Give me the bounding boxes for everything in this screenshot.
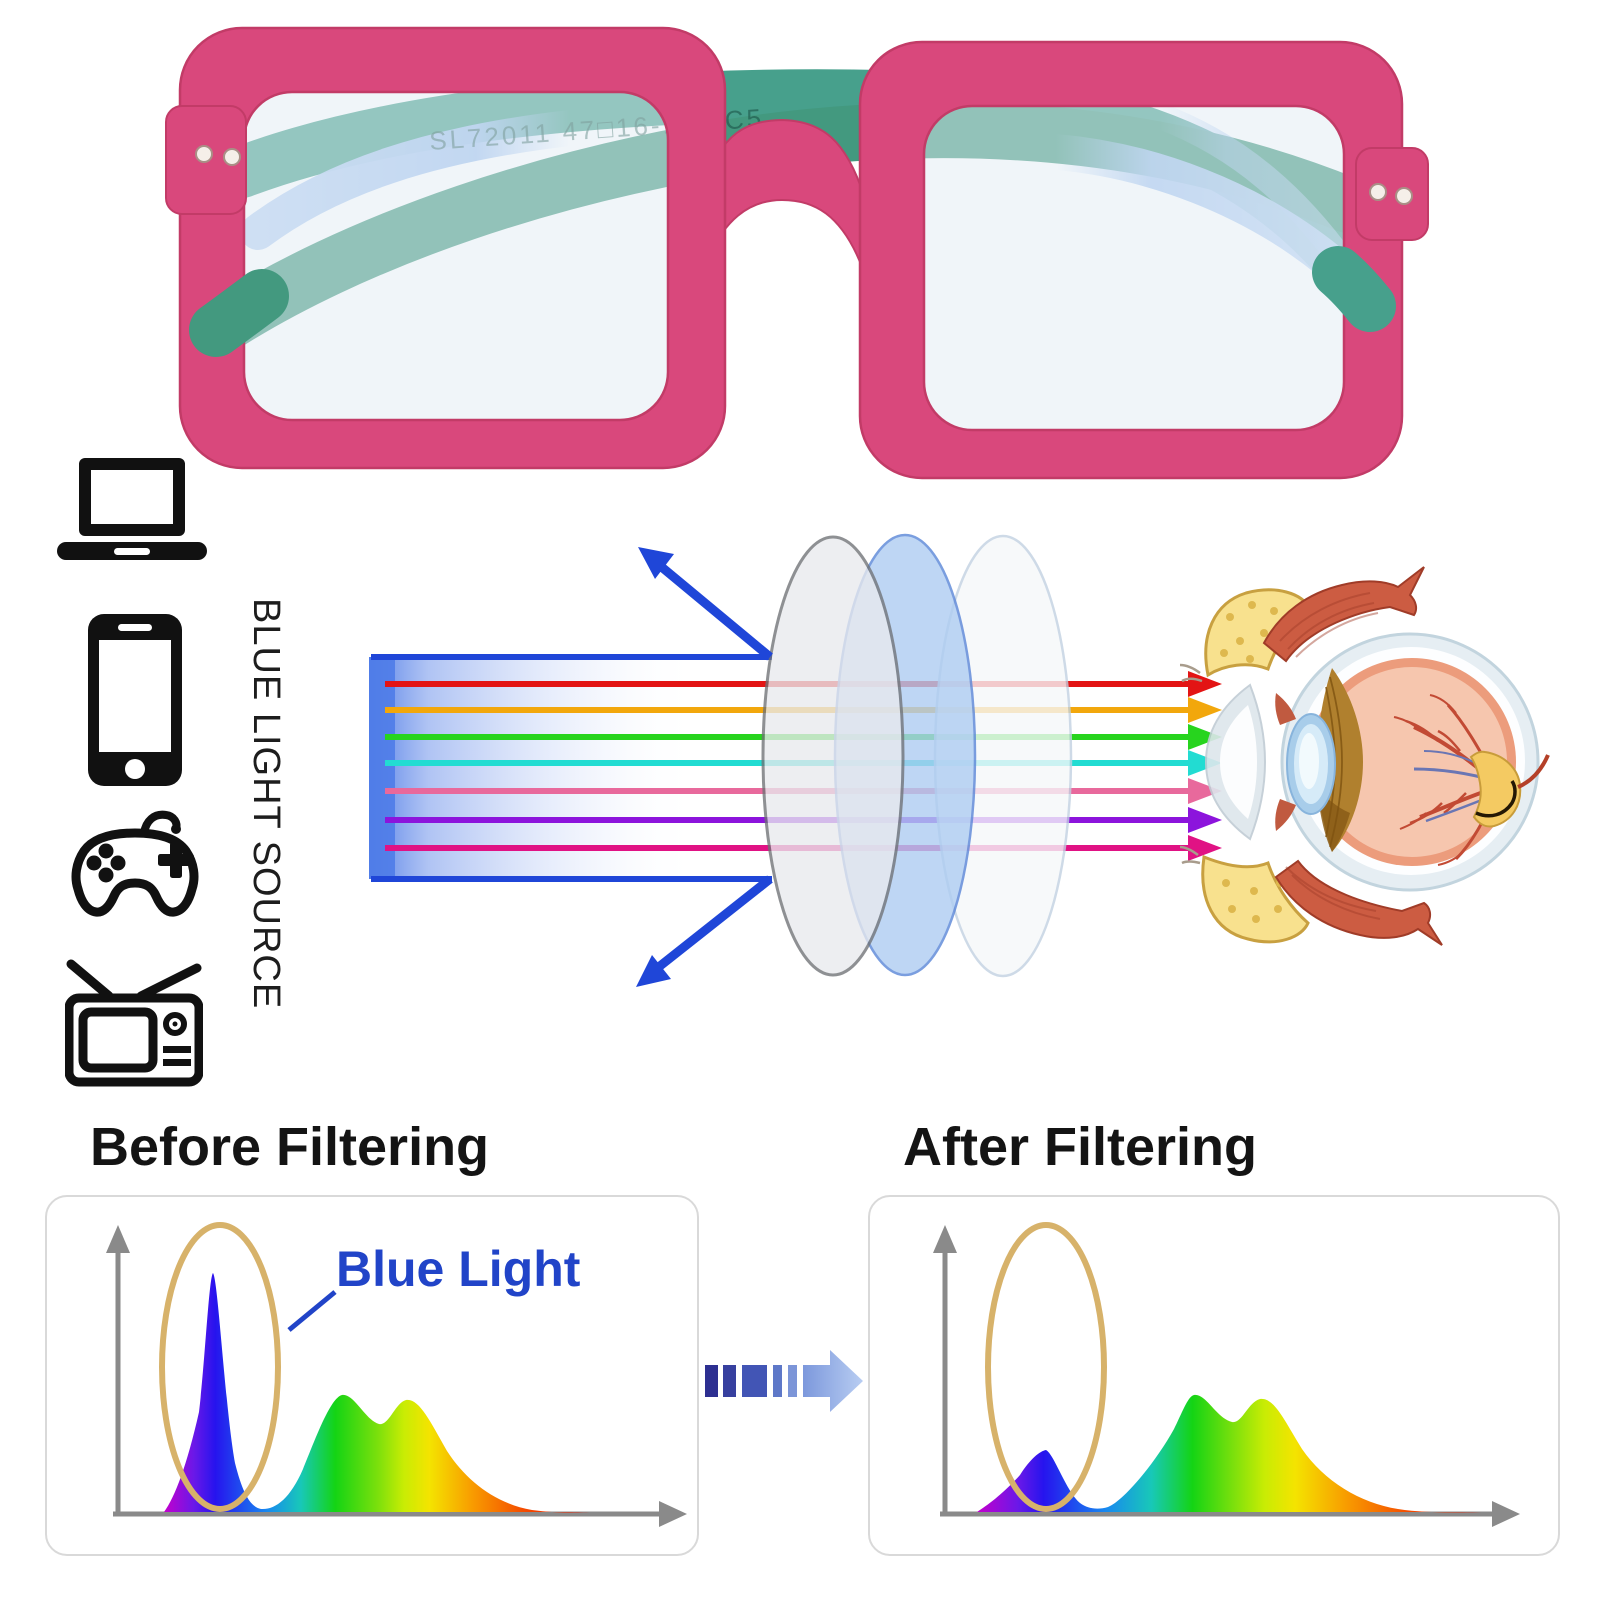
smartphone-icon: [88, 614, 182, 786]
tv-icon: [65, 959, 203, 1087]
rivet-icon: [195, 145, 213, 163]
glasses-photo: SL72011 47□16-130 C5: [165, 26, 1429, 480]
lens-stack: [761, 533, 1073, 978]
before-spectrum-area: [164, 1273, 592, 1513]
before-chart-title: Before Filtering: [90, 1117, 490, 1177]
lens-layer-front: [761, 535, 905, 977]
rivet-icon: [1395, 187, 1413, 205]
upper-eye-muscle: [1262, 566, 1425, 663]
blue-light-highlight-ring: [159, 1222, 281, 1512]
before-chart-axes: [113, 1249, 663, 1517]
after-chart-axes: [940, 1249, 1496, 1517]
blue-light-annotation: Blue Light: [336, 1241, 581, 1297]
temple-tip-left: [189, 269, 289, 357]
left-lens: [244, 92, 668, 420]
blue-light-source-label: BLUE LIGHT SOURCE: [245, 598, 287, 1010]
blocked-blue-arrows: [636, 547, 773, 987]
frame-rims: [165, 26, 1429, 480]
transition-arrow-icon: [705, 1350, 863, 1412]
lower-eyelid-tissue: [1180, 845, 1310, 944]
blue-light-band: [369, 657, 699, 879]
right-rim: [858, 40, 1404, 480]
right-lens: [924, 106, 1344, 430]
eyeball: [1204, 632, 1550, 892]
upper-eyelid-tissue: [1180, 566, 1425, 683]
lower-eye-muscle: [1274, 859, 1443, 946]
eye-anatomy-illustration: [1180, 566, 1550, 946]
before-filtering-chart: [45, 1195, 699, 1556]
rivet-icon: [1369, 183, 1387, 201]
blue-light-pointer-line: [287, 1290, 337, 1332]
after-spectrum-area: [977, 1394, 1490, 1513]
blue-light-highlight-ring: [985, 1222, 1107, 1512]
blue-light-filtering-diagram: [369, 533, 1222, 987]
after-chart-title: After Filtering: [902, 1117, 1257, 1177]
temple-tip-right: [1312, 246, 1396, 332]
ray-arrowheads: [1188, 671, 1222, 861]
hinge-rivets: [195, 145, 1413, 205]
laptop-icon: [57, 458, 207, 560]
left-rim: [178, 26, 727, 470]
right-hinge-tab: [1355, 147, 1429, 241]
after-filtering-chart: [868, 1195, 1560, 1556]
rivet-icon: [223, 148, 241, 166]
game-controller-icon: [71, 810, 199, 917]
lenses: [244, 92, 1344, 430]
